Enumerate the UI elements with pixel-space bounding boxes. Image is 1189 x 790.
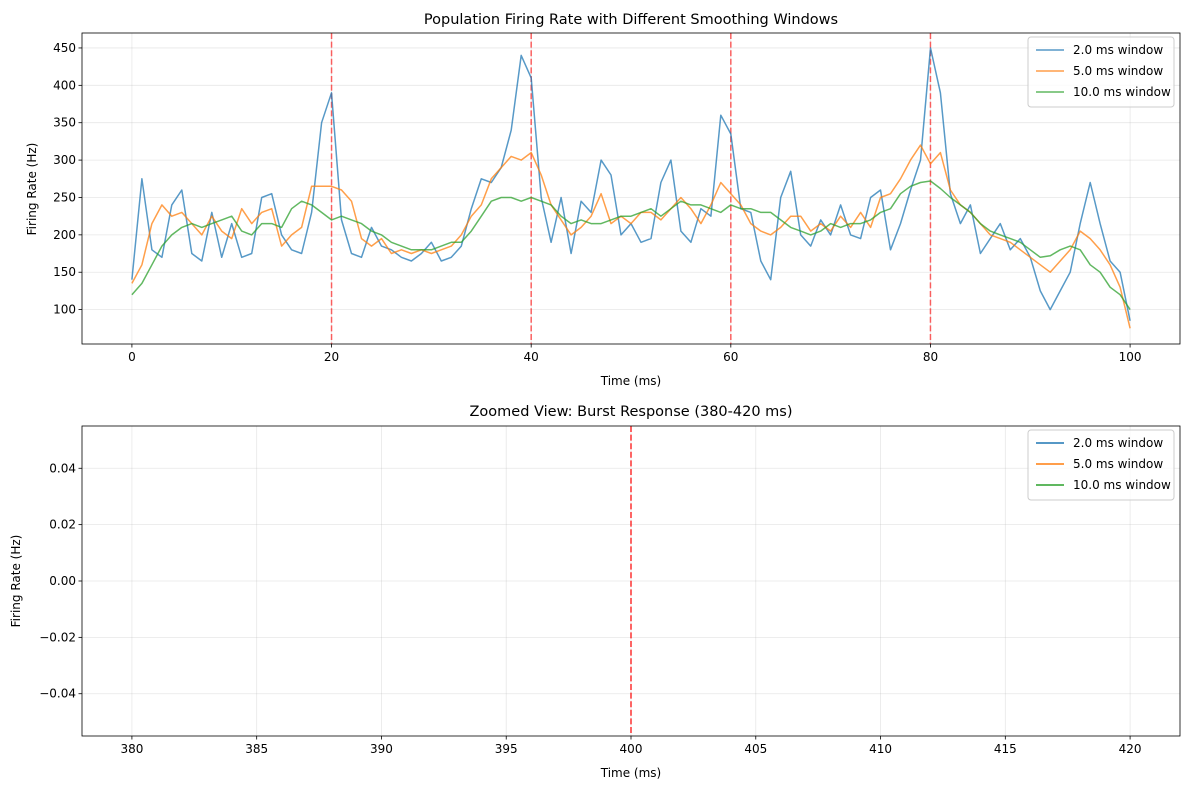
y-tick-label: 450	[53, 41, 76, 55]
x-tick-label: 420	[1119, 742, 1142, 756]
x-tick-label: 400	[620, 742, 643, 756]
x-tick-label: 80	[923, 350, 938, 364]
y-tick-label: 0.02	[49, 518, 76, 532]
legend-box	[1027, 429, 1175, 501]
chart-title: Population Firing Rate with Different Sm…	[424, 12, 838, 28]
x-tick-label: 415	[994, 742, 1017, 756]
series-line	[131, 180, 1131, 311]
y-tick-label: 400	[53, 78, 76, 92]
y-axis-label: Firing Rate (Hz)	[9, 535, 23, 628]
x-tick-label: 20	[324, 350, 339, 364]
legend-label: 10.0 ms window	[1073, 85, 1171, 99]
x-tick-label: 405	[744, 742, 767, 756]
x-tick-label: 380	[120, 742, 143, 756]
y-ticks: 100 150 200 250 300 350 400 450	[53, 41, 82, 317]
x-tick-label: 385	[245, 742, 268, 756]
y-ticks: −0.04 −0.02 0.00 0.02 0.04	[39, 461, 82, 701]
y-tick-label: 350	[53, 116, 76, 130]
x-tick-label: 395	[495, 742, 518, 756]
y-tick-label: 200	[53, 228, 76, 242]
legend-label: 5.0 ms window	[1073, 457, 1163, 471]
zoomed-panel: Zoomed View: Burst Response (380-420 ms)…	[9, 404, 1181, 780]
x-tick-label: 410	[869, 742, 892, 756]
chart-title: Zoomed View: Burst Response (380-420 ms)	[469, 404, 792, 420]
legend-label: 5.0 ms window	[1073, 64, 1163, 78]
x-tick-label: 60	[723, 350, 738, 364]
legend-label: 2.0 ms window	[1073, 43, 1163, 57]
x-tick-label: 100	[1119, 350, 1142, 364]
x-ticks: 0 20 40 60 80 100	[128, 344, 1142, 364]
y-tick-label: −0.02	[39, 630, 76, 644]
y-tick-label: −0.04	[39, 687, 76, 701]
legend-box	[1027, 36, 1175, 108]
x-tick-label: 40	[524, 350, 539, 364]
x-tick-label: 390	[370, 742, 393, 756]
y-tick-label: 250	[53, 190, 76, 204]
legend: 2.0 ms window 5.0 ms window 10.0 ms window	[1027, 36, 1175, 108]
y-axis-label: Firing Rate (Hz)	[25, 143, 39, 236]
y-tick-label: 100	[53, 303, 76, 317]
series-lines	[131, 47, 1131, 329]
y-tick-label: 0.00	[49, 574, 76, 588]
plot-frame	[81, 32, 1181, 345]
x-axis-label: Time (ms)	[600, 374, 662, 388]
x-axis-label: Time (ms)	[600, 766, 662, 780]
legend: 2.0 ms window 5.0 ms window 10.0 ms window	[1027, 429, 1175, 501]
y-tick-label: 150	[53, 265, 76, 279]
legend-label: 10.0 ms window	[1073, 478, 1171, 492]
x-tick-label: 0	[128, 350, 136, 364]
legend-label: 2.0 ms window	[1073, 436, 1163, 450]
x-ticks: 380 385 390 395 400 405 410 415 420	[120, 736, 1142, 756]
firing-rate-panel: Population Firing Rate with Different Sm…	[25, 12, 1181, 388]
y-tick-label: 300	[53, 153, 76, 167]
y-tick-label: 0.04	[49, 461, 76, 475]
